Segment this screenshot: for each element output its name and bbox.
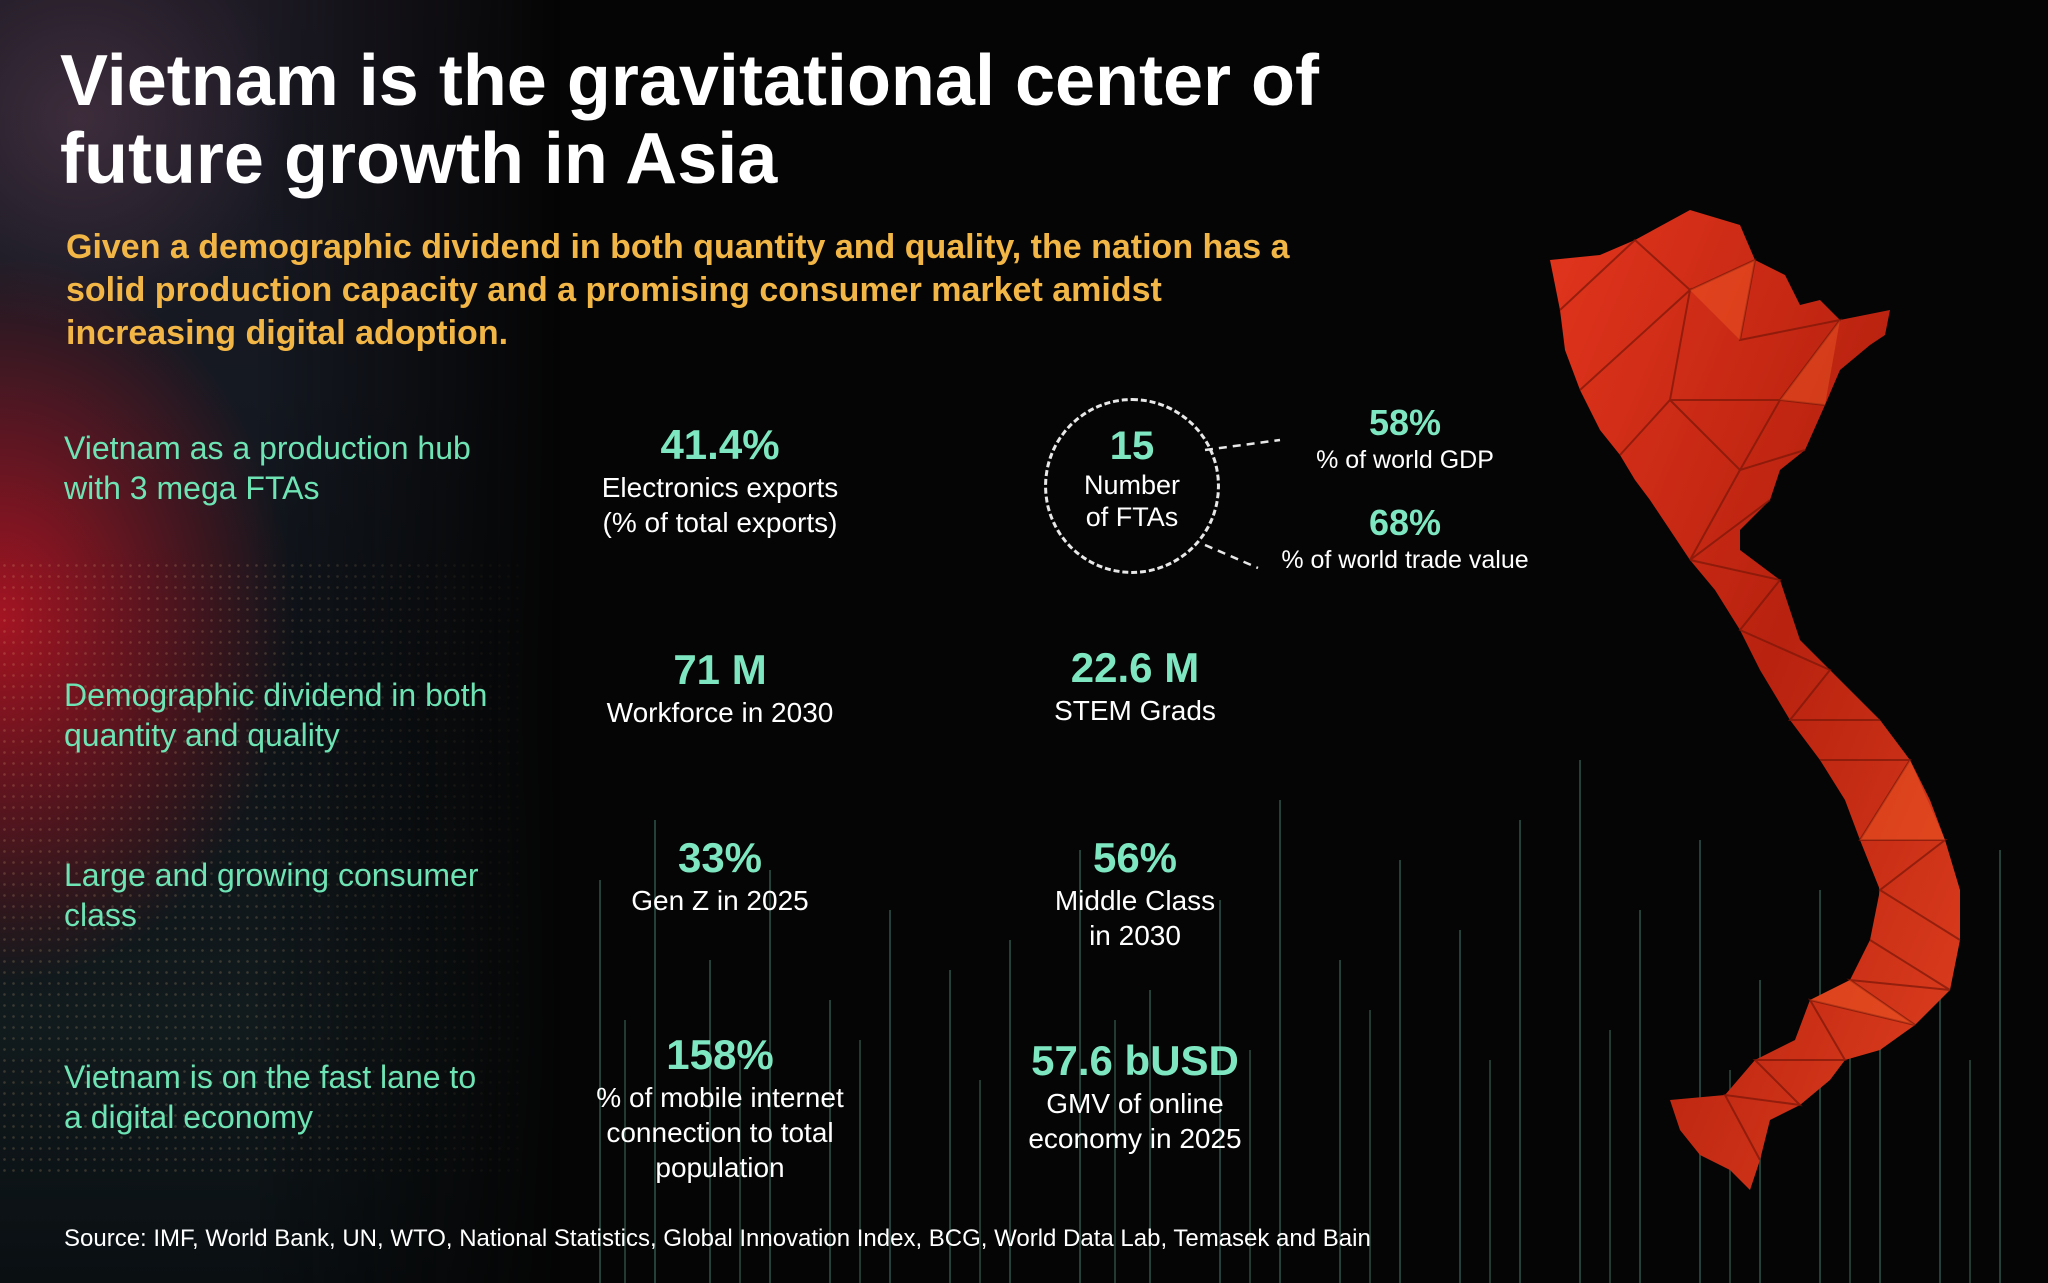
stat-value: 158% — [666, 1031, 774, 1078]
fta-count-description: Number of FTAs — [1083, 470, 1181, 532]
stat-world-trade: 68% % of world trade value — [1265, 502, 1545, 576]
stat-value: 58% — [1368, 402, 1442, 443]
source-note: Source: IMF, World Bank, UN, WTO, Nation… — [64, 1225, 1371, 1252]
row-label-consumer-class: Large and growing consumer class — [64, 857, 479, 933]
row-label-demographic: Demographic dividend in both quantity an… — [64, 677, 488, 753]
stat-mobile-internet: 158% % of mobile internet connection to … — [560, 1030, 880, 1185]
vietnam-map-graphic — [1550, 210, 1961, 1190]
fta-count-value: 15 — [1109, 424, 1155, 468]
stat-value: 57.6 bUSD — [1031, 1037, 1239, 1084]
stat-value: 33% — [677, 834, 763, 881]
stat-gen-z: 33% Gen Z in 2025 — [560, 833, 880, 918]
stat-middle-class: 56% Middle Class in 2030 — [985, 833, 1285, 953]
stat-description: % of world GDP — [1316, 446, 1494, 474]
stat-value: 41.4% — [660, 421, 780, 468]
background-city-image — [0, 0, 560, 1283]
row-label-digital-economy: Vietnam is on the fast lane to a digital… — [64, 1059, 477, 1135]
stat-workforce: 71 M Workforce in 2030 — [560, 645, 880, 730]
stat-description: GMV of online economy in 2025 — [1028, 1088, 1242, 1154]
stat-description: Gen Z in 2025 — [631, 885, 809, 916]
row-label-production-hub: Vietnam as a production hub with 3 mega … — [64, 430, 471, 506]
stat-value: 22.6 M — [1070, 644, 1200, 691]
city-lights-texture — [0, 560, 520, 1180]
stat-description: % of mobile internet connection to total… — [596, 1082, 844, 1183]
stat-stem-grads: 22.6 M STEM Grads — [985, 643, 1285, 728]
background-light-streaks — [599, 760, 2001, 1283]
stat-description: Workforce in 2030 — [606, 697, 834, 728]
stat-description: Middle Class in 2030 — [1054, 885, 1216, 951]
stat-electronics-exports: 41.4% Electronics exports (% of total ex… — [560, 420, 880, 540]
stat-online-gmv: 57.6 bUSD GMV of online economy in 2025 — [985, 1036, 1285, 1156]
stat-description: STEM Grads — [1054, 695, 1216, 726]
stat-value: 71 M — [673, 646, 767, 693]
page-title: Vietnam is the gravitational center of f… — [60, 41, 1320, 199]
fta-connector-lines — [1204, 438, 1281, 570]
stat-value: 56% — [1092, 834, 1178, 881]
stat-description: Electronics exports (% of total exports) — [601, 472, 839, 538]
stat-description: % of world trade value — [1281, 546, 1529, 574]
page-subtitle: Given a demographic dividend in both qua… — [66, 228, 1290, 352]
stat-world-gdp: 58% % of world GDP — [1290, 402, 1520, 476]
fta-count-circle: 15 Number of FTAs — [1044, 398, 1220, 574]
stat-value: 68% — [1368, 502, 1442, 543]
